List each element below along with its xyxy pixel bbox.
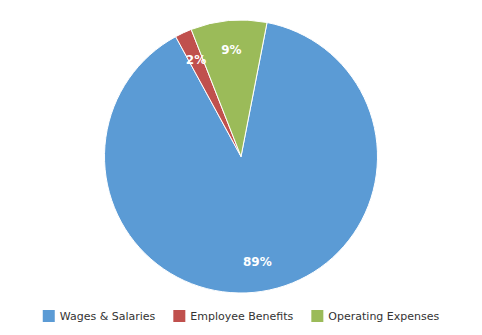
data-label: 89% xyxy=(243,255,272,269)
slices xyxy=(104,20,377,293)
chart-svg: 89% 2% 9% Wages & Salaries Employee Benefits… xyxy=(0,0,482,335)
legend-label: Employee Benefits xyxy=(190,310,293,323)
data-label: 2% xyxy=(186,53,206,67)
pie xyxy=(104,20,377,293)
legend-item: Operating Expenses xyxy=(311,310,439,323)
legend-item: Employee Benefits xyxy=(173,310,293,323)
legend-item: Wages & Salaries xyxy=(43,310,156,323)
chart-container: 89% 2% 9% Wages & Salaries Employee Benefits… xyxy=(0,0,482,335)
pie-slice xyxy=(191,20,267,156)
legend-label: Wages & Salaries xyxy=(60,310,156,323)
legend-swatch xyxy=(173,310,185,322)
data-label: 9% xyxy=(221,43,241,57)
legend-label: Operating Expenses xyxy=(328,310,439,323)
legend: Wages & Salaries Employee Benefits Operati… xyxy=(43,310,440,323)
legend-swatch xyxy=(43,310,55,322)
legend-swatch xyxy=(311,310,323,322)
data-labels: 89% 2% 9% xyxy=(186,43,272,268)
